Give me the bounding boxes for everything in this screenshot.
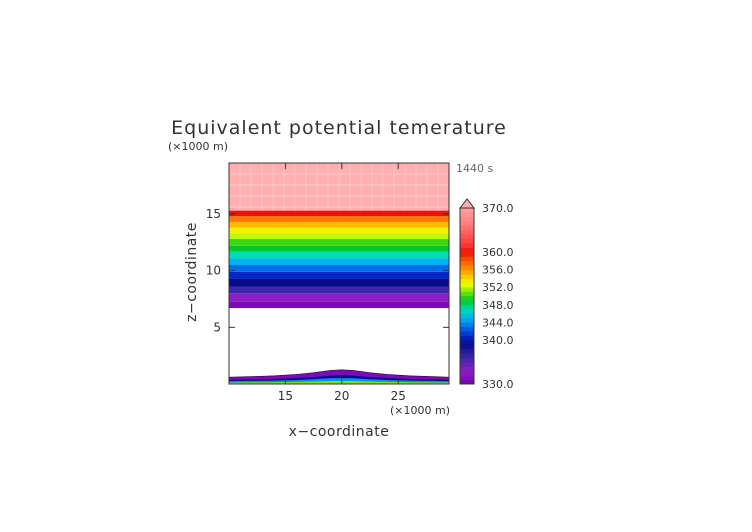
x-tick-label: 20 — [334, 389, 349, 403]
theta-layer-11 — [229, 227, 449, 234]
colorbar-segment — [460, 344, 474, 350]
theta-layer-12 — [229, 221, 449, 228]
colorbar-segment — [460, 353, 474, 358]
colorbar-segment — [460, 238, 474, 244]
surface-band-3 — [229, 380, 449, 384]
colorbar-label: 352.0 — [482, 281, 514, 294]
theta-layer-13 — [229, 216, 449, 222]
colorbar-segment — [460, 304, 474, 310]
colorbar — [458, 198, 476, 385]
colorbar-segment — [460, 370, 474, 376]
colorbar-label: 340.0 — [482, 334, 514, 347]
colorbar-segment — [460, 265, 474, 270]
colorbar-segment — [460, 291, 474, 297]
colorbar-segment — [460, 340, 474, 345]
colorbar-segment — [460, 375, 474, 380]
colorbar-segment — [460, 243, 474, 248]
theta-layer-2 — [229, 286, 449, 294]
colorbar-segment — [460, 274, 474, 279]
surface-bands — [228, 369, 450, 385]
theta-layer-8 — [229, 245, 449, 252]
colorbar-segment — [460, 269, 474, 275]
colorbar-labels: 370.0 360.0 356.0 352.0 348.0 344.0 340.0 330.0 — [482, 202, 514, 391]
colorbar-label: 370.0 — [482, 202, 514, 215]
colorbar-segment — [460, 216, 474, 222]
theta-layer-14 — [229, 210, 449, 217]
colorbar-segment — [460, 348, 474, 354]
colorbar-label: 348.0 — [482, 299, 514, 312]
x-tick-label: 15 — [278, 389, 293, 403]
theta-layer-10 — [229, 233, 449, 239]
colorbar-segment — [460, 362, 474, 367]
colorbar-segment — [460, 252, 474, 257]
y-tick-label: 15 — [206, 207, 221, 221]
colorbar-segment — [460, 335, 474, 341]
plot-area — [229, 163, 449, 309]
colorbar-segment — [460, 322, 474, 328]
colorbar-segment — [460, 300, 474, 306]
theta-layer-5 — [229, 265, 449, 272]
colorbar-segment — [460, 221, 474, 226]
colorbar-segment — [460, 256, 474, 262]
colorbar-label: 360.0 — [482, 246, 514, 259]
theta-layer-9 — [229, 238, 449, 246]
y-axis: 5 10 15 — [206, 207, 449, 334]
colorbar-label: 344.0 — [482, 316, 514, 329]
colorbar-segment — [460, 212, 474, 218]
chart-title: Equivalent potential temerature — [171, 117, 507, 139]
colorbar-segment — [460, 225, 474, 231]
colorbar-segment — [460, 366, 474, 372]
colorbar-label: 330.0 — [482, 378, 514, 391]
x-axis: 15 20 25 — [278, 163, 406, 403]
colorbar-segment — [460, 287, 474, 292]
colorbar-segment — [460, 313, 474, 319]
theta-layer-4 — [229, 271, 449, 279]
theta-layer-7 — [229, 251, 449, 259]
x-tick-label: 25 — [391, 389, 406, 403]
colorbar-segment — [460, 282, 474, 288]
colorbar-segment — [460, 309, 474, 314]
colorbar-segment — [460, 247, 474, 253]
colorbar-segment — [460, 296, 474, 301]
colorbar-segment — [460, 357, 474, 363]
theta-layer-6 — [229, 258, 449, 265]
plot-frame — [228, 162, 450, 385]
colorbar-segment — [460, 326, 474, 332]
colorbar-segment — [460, 318, 474, 323]
theta-layer-3 — [229, 278, 449, 287]
theta-layer-1 — [229, 293, 449, 302]
colorbar-segment — [460, 331, 474, 336]
theta-layer-0 — [229, 301, 449, 309]
x-axis-label: x−coordinate — [289, 424, 390, 440]
x-unit-label: (×1000 m) — [390, 404, 450, 417]
y-unit-label: (×1000 m) — [168, 140, 228, 153]
colorbar-segment — [460, 234, 474, 240]
y-tick-label: 10 — [206, 264, 221, 278]
colorbar-segment — [460, 208, 474, 213]
colorbar-segment — [460, 379, 474, 385]
y-tick-label: 5 — [213, 320, 221, 334]
colorbar-extend-arrow — [458, 198, 476, 209]
colorbar-label: 356.0 — [482, 264, 514, 277]
colorbar-segment — [460, 230, 474, 235]
time-label: 1440 s — [456, 162, 493, 175]
y-axis-label: z−coordinate — [184, 222, 200, 322]
colorbar-segment — [460, 278, 474, 284]
colorbar-segment — [460, 260, 474, 266]
